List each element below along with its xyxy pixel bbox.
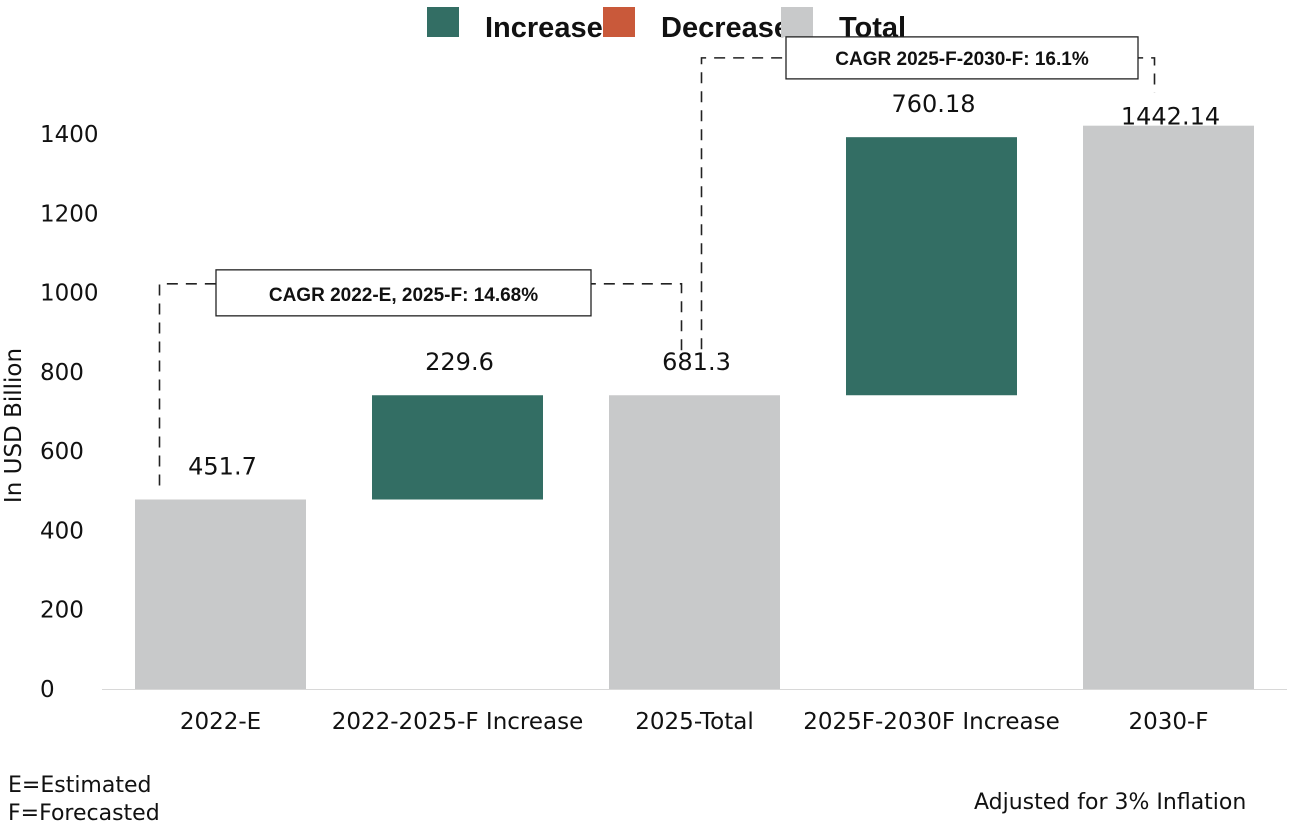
cagr-annotations: CAGR 2022-E, 2025-F: 14.68% CAGR 2025-F-2…: [158, 36, 1156, 486]
legend-label: Increase: [485, 12, 603, 44]
data-label: 451.7: [188, 453, 257, 481]
data-label: 229.6: [425, 348, 494, 376]
cagr-label-2: CAGR 2025-F-2030-F: 16.1%: [835, 49, 1089, 70]
cagr-label-1: CAGR 2022-E, 2025-F: 14.68%: [269, 285, 538, 306]
x-axis: 2022-E 2022-2025-F Increase 2025-Total 2025…: [180, 709, 1209, 735]
bar-total: [135, 499, 306, 689]
bar-total: [1083, 125, 1254, 690]
y-tick-label: 0: [40, 677, 55, 703]
legend-swatch-decrease: [603, 7, 635, 37]
y-tick-label: 1400: [40, 122, 99, 148]
data-label: 760.18: [892, 90, 976, 118]
cagr-box-2: [785, 36, 1139, 80]
y-tick-label: 400: [40, 518, 84, 544]
x-tick-label: 2030-F: [1128, 709, 1208, 735]
x-tick-label: 2025-Total: [635, 709, 753, 735]
x-tick-label: 2025F-2030F Increase: [803, 709, 1059, 735]
note-inflation: Adjusted for 3% Inflation: [974, 790, 1247, 815]
y-axis: 0 200 400 600 800 1000 1200 1400 In USD Billion: [1, 122, 1287, 703]
y-tick-label: 600: [40, 439, 84, 465]
y-tick-label: 1000: [40, 281, 99, 307]
y-tick-label: 200: [40, 598, 84, 624]
note-forecasted: F=Forecasted: [8, 801, 160, 826]
data-label: 1442.14: [1121, 103, 1220, 131]
x-tick-label: 2022-E: [180, 709, 261, 735]
note-estimated: E=Estimated: [8, 773, 152, 798]
bar-increase: [372, 395, 543, 500]
bars-group: 451.7 229.6 681.3 760.18 1442.14: [135, 90, 1254, 690]
chart-legend: Increase Decrease Total: [427, 7, 906, 44]
data-label: 681.3: [662, 348, 731, 376]
bar-increase: [846, 137, 1017, 396]
y-tick-label: 1200: [40, 201, 99, 227]
legend-label: Decrease: [661, 12, 790, 44]
x-tick-label: 2022-2025-F Increase: [332, 709, 584, 735]
legend-swatch-total: [781, 7, 813, 37]
y-axis-label: In USD Billion: [1, 348, 27, 503]
legend-swatch-increase: [427, 7, 459, 37]
bar-total: [609, 395, 780, 689]
cagr-box-1: [215, 269, 592, 317]
y-tick-label: 800: [40, 360, 84, 386]
